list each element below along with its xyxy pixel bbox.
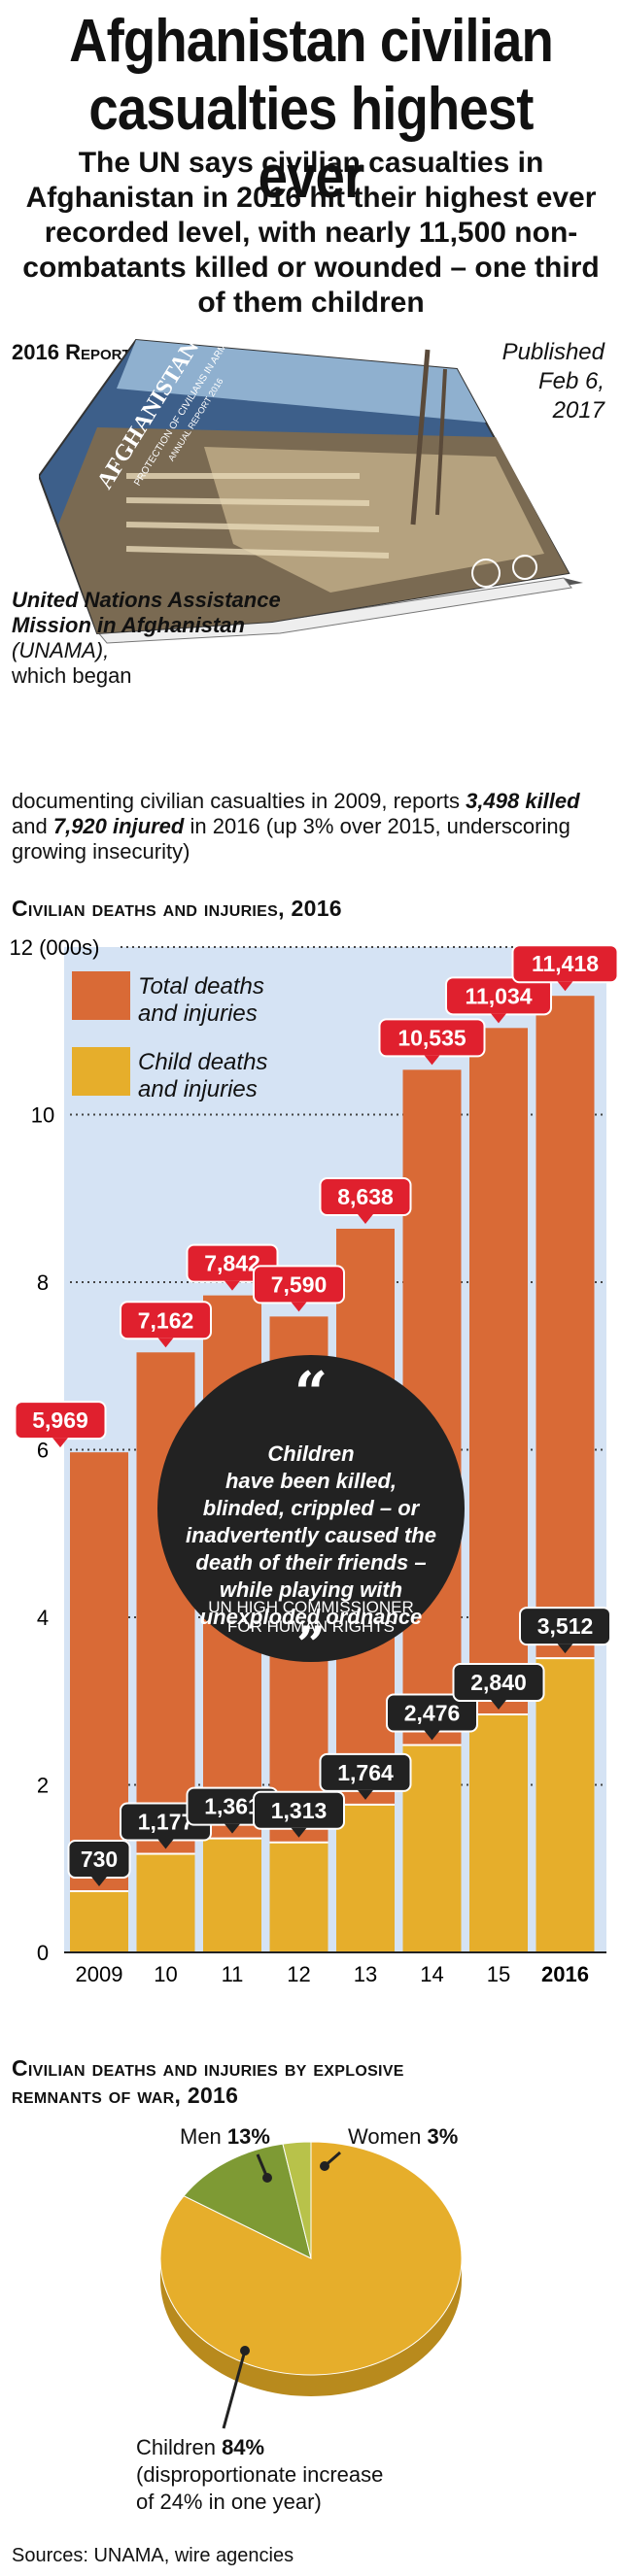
bar-child [469,1714,528,1952]
y-tick-label: 2 [37,1774,49,1798]
bar-child [203,1838,261,1952]
bar-child [269,1842,328,1952]
total-data-label: 7,162 [138,1307,194,1333]
legend-label-total: Total deaths and injuries [138,973,264,1027]
x-tick-label: 2016 [541,1962,589,1986]
total-data-label-pointer [157,1338,174,1348]
x-tick-label: 2009 [76,1962,123,1986]
total-data-label-pointer [424,1055,440,1066]
pie-pointer-children [222,2350,247,2429]
explosive-remnants-pie-chart [159,2141,463,2429]
casualties-bar-chart: 0 2 4 6 8 10 12 (000s) 2009 10 11 12 13 14 15 2016 5,96… [10,935,619,1986]
bar-child [536,1658,595,1952]
open-quote-mark: “ [294,1360,328,1428]
total-data-label-pointer [291,1302,307,1312]
child-data-label: 2,840 [470,1670,527,1695]
x-tick-label: 13 [354,1962,377,1986]
y-tick-label: 10 [31,1103,54,1128]
bar-child [136,1853,195,1952]
child-data-label: 1,764 [337,1760,394,1785]
quote-text: Children have been killed, blinded, crippl… [186,1441,436,1629]
close-quote-mark: ” [296,1616,326,1676]
unama-description: United Nations Assistance Mission in Afg… [12,588,281,688]
legend-swatch-child [72,1047,130,1096]
total-data-label: 8,638 [337,1184,394,1209]
total-data-label-pointer [491,1013,506,1024]
child-data-label-pointer [424,1730,440,1741]
child-data-label-pointer [225,1823,240,1834]
pie-slice-men [183,2143,312,2259]
unama-description-cont: documenting civilian casualties in 2009,… [12,789,580,864]
y-tick-label: 12 (000s) [10,935,100,960]
subtitle: The UN says civilian casualties in Afgha… [22,147,600,319]
x-tick-label: 14 [420,1962,443,1986]
bar-child [70,1891,128,1952]
child-data-label: 2,476 [404,1700,461,1725]
published-date: Published Feb 6, 2017 [501,339,605,424]
x-tick-label: 15 [487,1962,510,1986]
x-tick-label: 10 [154,1962,177,1986]
page-title: Afghanistan civilian casualties highest e… [69,8,554,211]
legend-swatch-total [72,971,130,1020]
quote-source: UN HIGH COMMISSIONER FOR HUMAN RIGHTS [208,1598,414,1636]
bar-child [402,1745,462,1952]
total-data-label: 5,969 [32,1407,88,1433]
y-tick-label: 8 [37,1271,49,1295]
bar-child [336,1804,395,1952]
child-data-label-pointer [358,1789,373,1800]
child-data-label: 1,361 [204,1794,260,1819]
legend-label-child: Child deaths and injuries [138,1049,268,1102]
y-tick-label: 6 [37,1439,49,1463]
total-data-label: 10,535 [397,1025,466,1050]
total-data-label: 7,590 [271,1271,328,1297]
pie-label-women: Women 3% [348,2124,459,2149]
report-cover-illustration: AFGHANISTAN PROTECTION OF CIVILIANS IN A… [39,330,583,644]
total-data-label-pointer [557,981,573,992]
pie-label-children: Children 84% (disproportionate increase … [136,2435,384,2514]
pie-label-men: Men 13% [180,2124,270,2149]
child-data-label-pointer [557,1644,573,1654]
report-label: 2016 Report [12,340,131,364]
total-data-label: 11,418 [532,951,599,976]
child-data-label-pointer [91,1877,107,1887]
total-data-label-pointer [52,1438,68,1448]
child-data-label-pointer [491,1700,506,1711]
child-data-label: 730 [81,1847,118,1872]
y-tick-label: 4 [37,1606,49,1630]
quote-bubble: “ Children have been killed, blinded, crip… [157,1355,465,1672]
total-data-label: 7,842 [204,1251,260,1276]
pie-chart-title: Civilian deaths and injuries by explosiv… [12,2055,404,2108]
total-data-label: 11,034 [465,983,532,1008]
x-tick-label: 11 [222,1962,244,1986]
y-tick-label: 0 [37,1941,49,1965]
child-data-label-pointer [291,1827,307,1838]
child-data-label-pointer [157,1839,174,1849]
bar-chart-title: Civilian deaths and injuries, 2016 [12,896,342,921]
child-data-label: 3,512 [537,1613,594,1639]
sources-footer: Sources: UNAMA, wire agencies [12,2545,294,2566]
total-data-label-pointer [225,1280,240,1291]
pie-slice-women [282,2141,312,2259]
child-data-label: 1,313 [271,1798,328,1823]
total-data-label-pointer [358,1213,373,1224]
child-data-label: 1,177 [138,1809,194,1834]
x-tick-label: 12 [287,1962,310,1986]
